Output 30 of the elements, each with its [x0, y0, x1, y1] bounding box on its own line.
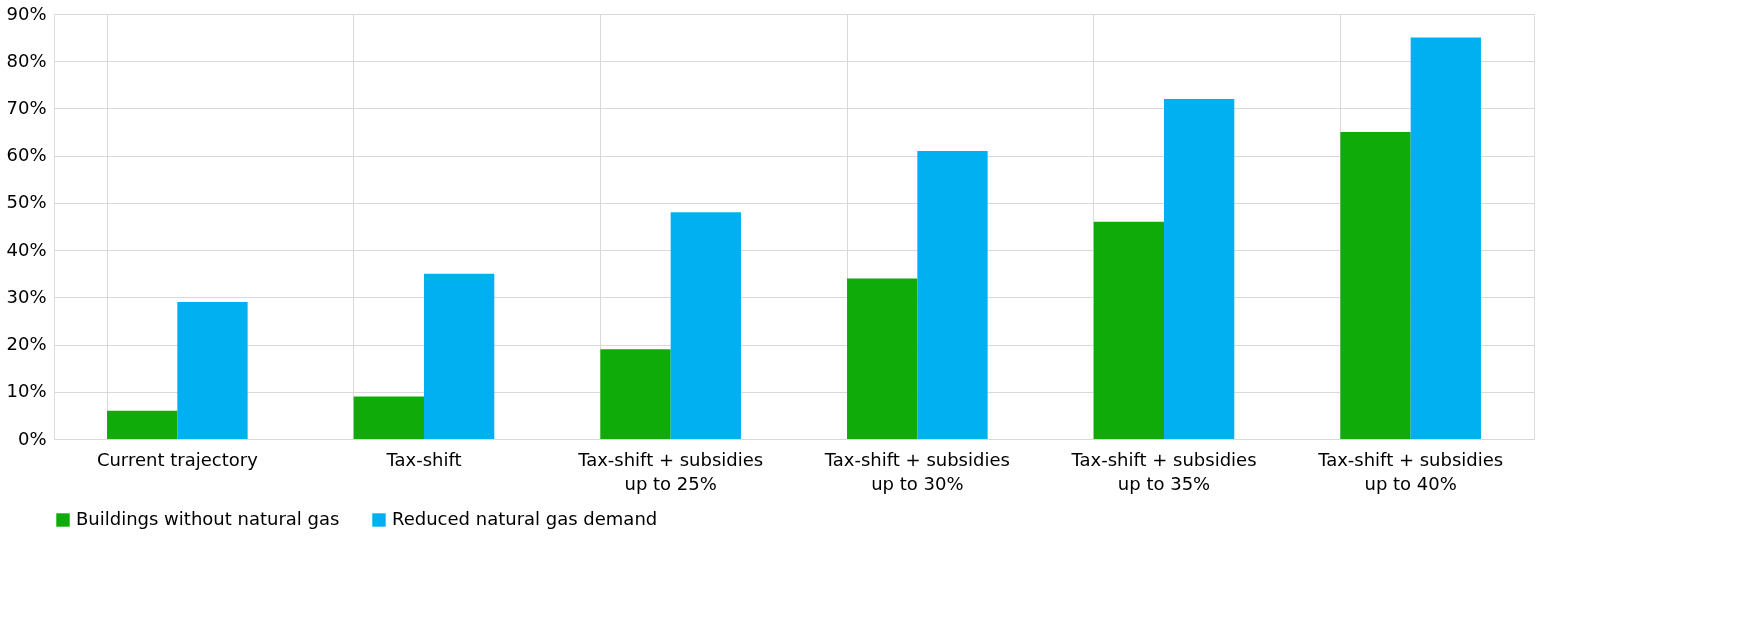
y-tick-label: 30% — [6, 285, 47, 307]
y-tick-label: 90% — [6, 2, 47, 24]
legend-label: Buildings without natural gas — [76, 508, 340, 529]
bar — [107, 410, 178, 439]
bar — [917, 150, 988, 439]
y-tick-label: 60% — [6, 144, 47, 166]
bar — [847, 278, 918, 439]
bar — [1410, 37, 1481, 439]
bar — [600, 349, 671, 439]
y-tick-label: 40% — [6, 238, 47, 260]
x-tick-label: Tax-shift — [385, 448, 462, 470]
x-tick-label: Tax-shift + subsidies up to 25% — [577, 448, 764, 494]
x-tick-label: Tax-shift + subsidies up to 30% — [823, 448, 1010, 494]
y-tick-label: 0% — [17, 427, 47, 449]
x-tick-label: Current trajectory — [96, 448, 259, 470]
x-tick-label: Tax-shift + subsidies up to 40% — [1317, 448, 1504, 494]
legend-label: Reduced natural gas demand — [392, 508, 658, 529]
bar — [424, 273, 495, 439]
bar — [353, 396, 424, 439]
bar — [1093, 221, 1164, 439]
bar — [1340, 132, 1411, 439]
bar — [177, 302, 248, 439]
bar — [1164, 99, 1235, 439]
x-tick-label: Tax-shift + subsidies up to 35% — [1070, 448, 1257, 494]
y-tick-label: 70% — [6, 96, 47, 118]
y-tick-label: 80% — [6, 49, 47, 71]
y-tick-label: 50% — [6, 191, 47, 213]
bar — [670, 212, 741, 439]
y-tick-label: 20% — [6, 333, 47, 355]
y-tick-label: 10% — [6, 380, 47, 402]
